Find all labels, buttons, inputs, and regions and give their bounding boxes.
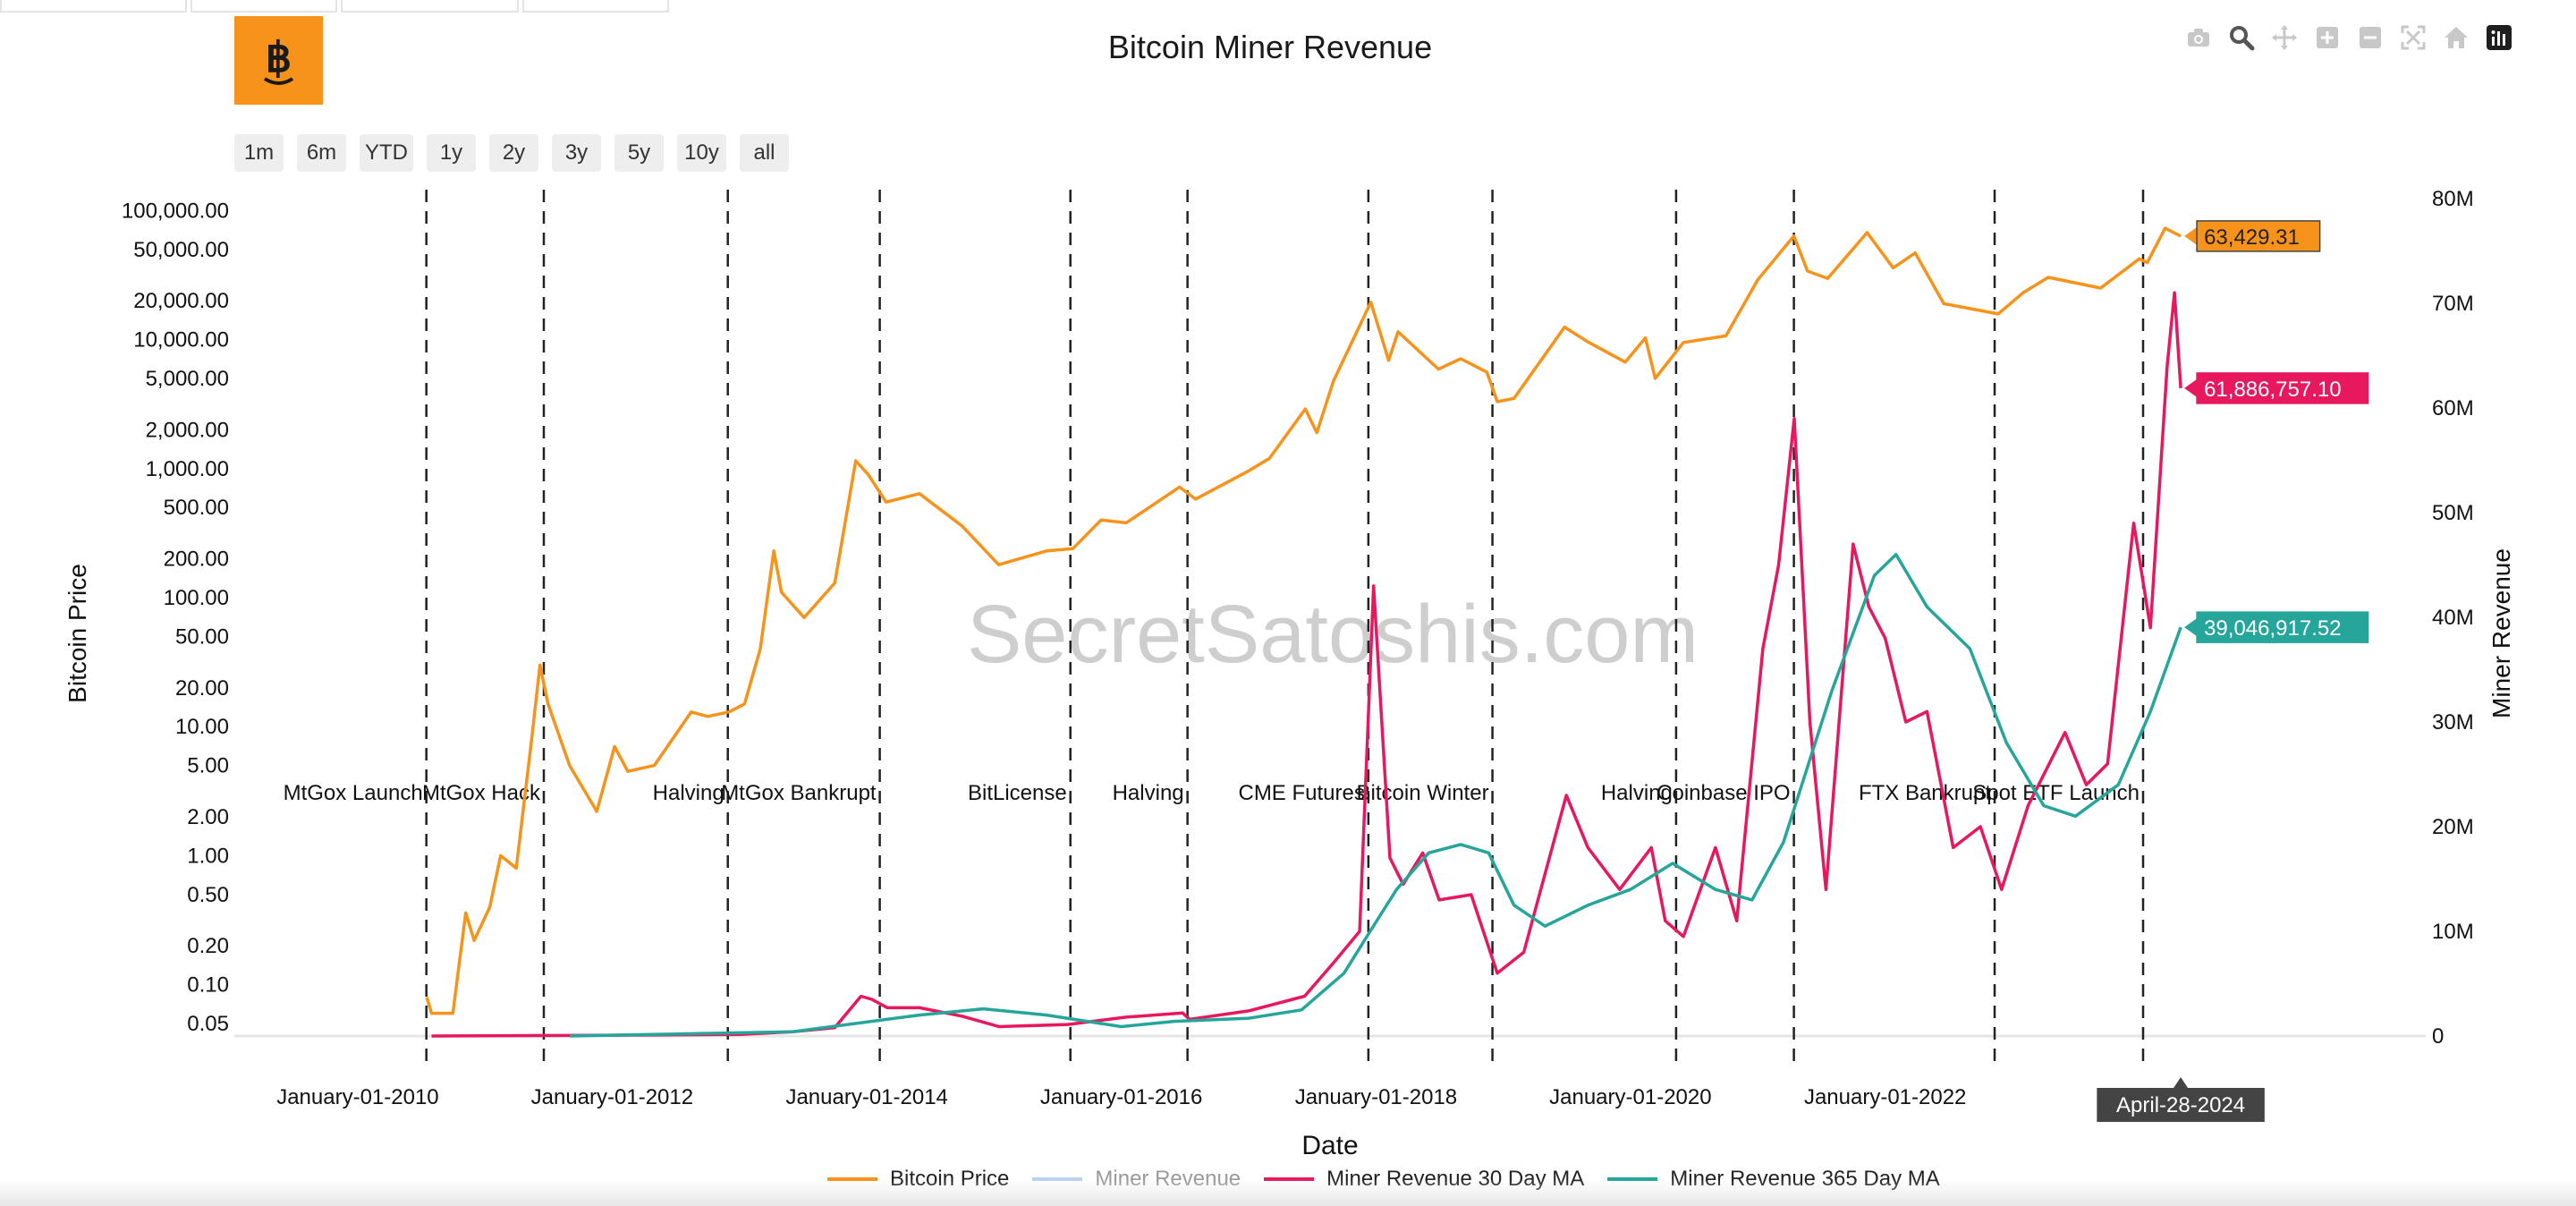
- zoom-icon[interactable]: [2227, 23, 2256, 52]
- x-tick-label: January-01-2018: [1295, 1085, 1457, 1109]
- zoom-in-icon[interactable]: [2313, 23, 2342, 52]
- bitcoin-logo: ฿: [234, 16, 323, 105]
- event-label: Coinbase IPO: [1657, 781, 1790, 805]
- x-tick-label: January-01-2016: [1040, 1085, 1202, 1109]
- y-left-tick-label: 5,000.00: [146, 367, 229, 391]
- event-label: MtGox Hack: [422, 781, 541, 805]
- range-selector: 1m 6m YTD 1y 2y 3y 5y 10y all: [234, 134, 802, 172]
- y-left-tick-label: 0.50: [187, 883, 229, 907]
- y-left-tick-label: 1,000.00: [146, 457, 229, 481]
- bitcoin-logo-icon: ฿: [263, 34, 294, 85]
- series-line-bitcoin-price: [425, 226, 2182, 1015]
- tab-stub[interactable]: [191, 0, 337, 13]
- y-right-tick-label: 80M: [2432, 187, 2474, 211]
- y-right-tick-label: 70M: [2432, 292, 2474, 316]
- home-icon[interactable]: [2442, 23, 2470, 52]
- series-line-miner-revenue-30-day-ma: [431, 291, 2182, 1038]
- plotly-logo-icon[interactable]: [2485, 23, 2513, 52]
- hover-label-30d-text: 61,886,757.10: [2204, 378, 2341, 402]
- y-left-tick-label: 10.00: [175, 715, 229, 739]
- range-button-2y[interactable]: 2y: [489, 134, 538, 172]
- x-tick-label: January-01-2010: [276, 1085, 438, 1109]
- x-tick-label: January-01-2012: [531, 1085, 693, 1109]
- y-right-tick-label: 60M: [2432, 396, 2474, 420]
- y-left-axis-title: Bitcoin Price: [64, 564, 91, 703]
- y-left-tick-label: 2,000.00: [146, 418, 229, 442]
- hover-label-365d-box: [2196, 611, 2369, 643]
- y-right-tick-label: 50M: [2432, 501, 2474, 525]
- y-left-tick-label: 20,000.00: [133, 289, 229, 313]
- event-label: MtGox Bankrupt: [721, 781, 877, 805]
- y-right-tick-label: 20M: [2432, 815, 2474, 839]
- range-button-6m[interactable]: 6m: [297, 134, 346, 172]
- event-label: Halving: [1601, 781, 1673, 805]
- y-left-tick-label: 0.10: [187, 973, 229, 998]
- zoom-out-icon[interactable]: [2356, 23, 2385, 52]
- autoscale-icon[interactable]: [2399, 23, 2428, 52]
- watermark-text: SecretSatoshis.com: [967, 589, 1699, 680]
- y-right-tick-label: 40M: [2432, 606, 2474, 630]
- x-tick-label: January-01-2014: [785, 1085, 947, 1109]
- hover-label-price-box: [2196, 220, 2321, 252]
- camera-icon[interactable]: [2184, 23, 2213, 52]
- hover-date-pointer: [2174, 1077, 2189, 1088]
- y-left-tick-label: 20.00: [175, 676, 229, 701]
- range-button-3y[interactable]: 3y: [552, 134, 601, 172]
- tab-stub[interactable]: [341, 0, 519, 13]
- event-label: Halving: [653, 781, 724, 805]
- tab-stub[interactable]: [0, 0, 187, 13]
- tab-stub[interactable]: [522, 0, 669, 13]
- y-left-tick-label: 5.00: [187, 754, 229, 778]
- range-button-ytd[interactable]: YTD: [360, 134, 413, 172]
- y-left-tick-label: 500.00: [164, 496, 229, 520]
- event-label: CME Futures: [1238, 781, 1364, 805]
- y-left-tick-label: 0.20: [187, 934, 229, 958]
- chart-modebar: [2170, 20, 2513, 55]
- x-tick-label: January-01-2022: [1804, 1085, 1966, 1109]
- y-right-tick-label: 10M: [2432, 920, 2474, 944]
- event-label: Spot ETF Launch: [1972, 781, 2140, 805]
- range-button-10y[interactable]: 10y: [677, 134, 726, 172]
- event-label: Halving: [1113, 781, 1184, 805]
- range-button-1m[interactable]: 1m: [234, 134, 284, 172]
- y-left-tick-label: 100,000.00: [122, 199, 229, 223]
- event-label: FTX Bankrupt: [1859, 781, 1991, 805]
- y-left-tick-label: 0.05: [187, 1012, 229, 1036]
- browser-tab-strip: [0, 0, 2576, 13]
- x-tick-label: January-01-2020: [1549, 1085, 1711, 1109]
- svg-text:฿: ฿: [266, 34, 292, 81]
- hover-date-box: [2097, 1088, 2265, 1122]
- hover-label-price-pointer: [2184, 226, 2198, 245]
- hover-label-30d-box: [2196, 372, 2369, 404]
- y-left-tick-label: 50.00: [175, 624, 229, 649]
- y-left-tick-label: 10,000.00: [133, 328, 229, 352]
- y-right-tick-label: 30M: [2432, 710, 2474, 735]
- range-button-all[interactable]: all: [740, 134, 789, 172]
- y-right-axis-title: Miner Revenue: [2487, 548, 2515, 718]
- series-line-miner-revenue-365-day-ma: [569, 553, 2182, 1038]
- event-label: MtGox Launch: [284, 781, 423, 805]
- hover-date-text: April-28-2024: [2116, 1093, 2245, 1117]
- bottom-fade: [0, 1179, 2576, 1206]
- y-right-tick-label: 0: [2432, 1024, 2444, 1049]
- hover-label-365d-pointer: [2184, 618, 2198, 637]
- range-button-1y[interactable]: 1y: [427, 134, 476, 172]
- y-left-tick-label: 50,000.00: [133, 238, 229, 262]
- y-left-tick-label: 200.00: [164, 548, 229, 572]
- event-label: BitLicense: [968, 781, 1067, 805]
- pan-icon[interactable]: [2270, 23, 2299, 52]
- x-axis-title: Date: [1301, 1131, 1358, 1160]
- event-label: Bitcoin Winter: [1357, 781, 1489, 805]
- y-left-tick-label: 2.00: [187, 805, 229, 829]
- hover-label-price-text: 63,429.31: [2204, 225, 2300, 250]
- y-left-tick-label: 1.00: [187, 844, 229, 868]
- y-left-tick-label: 100.00: [164, 586, 229, 610]
- hover-label-365d-text: 39,046,917.52: [2204, 616, 2341, 641]
- hover-label-30d-pointer: [2184, 378, 2198, 397]
- chart-title: Bitcoin Miner Revenue: [1107, 29, 1433, 65]
- range-button-5y[interactable]: 5y: [614, 134, 664, 172]
